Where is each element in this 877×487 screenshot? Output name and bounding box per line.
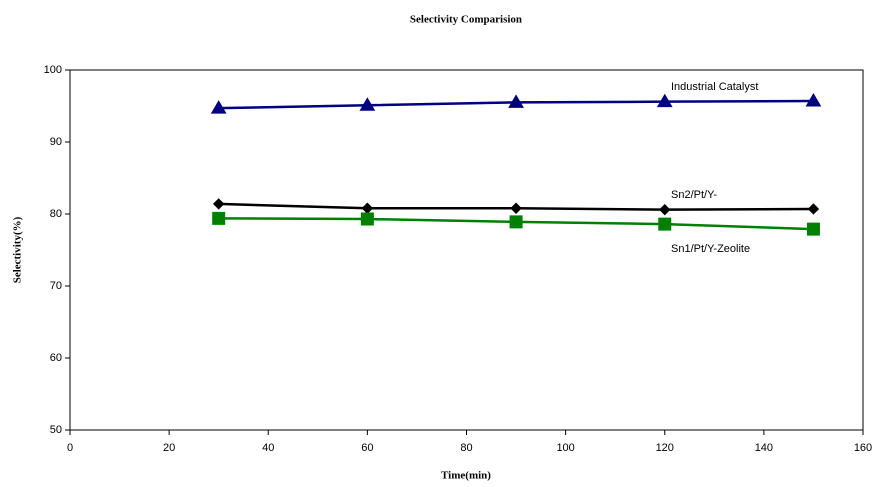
marker — [510, 202, 522, 214]
y-tick-label: 50 — [50, 424, 62, 436]
marker — [210, 100, 227, 114]
y-tick-label: 80 — [50, 208, 62, 220]
series-label: Industrial Catalyst — [671, 81, 758, 93]
marker — [656, 93, 673, 108]
y-axis-label: Selectivity(%) — [12, 216, 24, 283]
x-tick-label: 120 — [656, 442, 674, 454]
chart-title: Selectivity Comparision — [410, 14, 522, 26]
series-label: Sn1/Pt/Y-Zeolite — [671, 243, 750, 255]
x-tick-label: 0 — [67, 442, 73, 454]
x-tick-label: 40 — [262, 442, 274, 454]
marker — [658, 217, 672, 231]
marker — [212, 211, 226, 225]
y-tick-label: 70 — [50, 280, 62, 292]
x-axis-label: Time(min) — [441, 470, 491, 482]
x-tick-label: 80 — [460, 442, 472, 454]
marker — [807, 203, 820, 215]
marker — [659, 203, 671, 216]
y-tick-label: 90 — [50, 136, 62, 148]
marker — [360, 212, 374, 226]
marker — [212, 198, 225, 210]
x-tick-label: 60 — [361, 442, 373, 454]
x-tick-label: 140 — [755, 442, 773, 454]
marker — [509, 215, 523, 229]
marker — [361, 202, 374, 214]
marker — [805, 92, 822, 107]
x-tick-label: 100 — [556, 442, 574, 454]
marker — [508, 94, 524, 108]
marker — [359, 97, 376, 111]
y-tick-label: 60 — [50, 352, 62, 364]
x-tick-label: 160 — [854, 442, 872, 454]
marker — [806, 222, 820, 236]
y-tick-label: 100 — [44, 64, 62, 76]
x-tick-label: 20 — [163, 442, 175, 454]
series-label: Sn2/Pt/Y- — [671, 189, 717, 201]
